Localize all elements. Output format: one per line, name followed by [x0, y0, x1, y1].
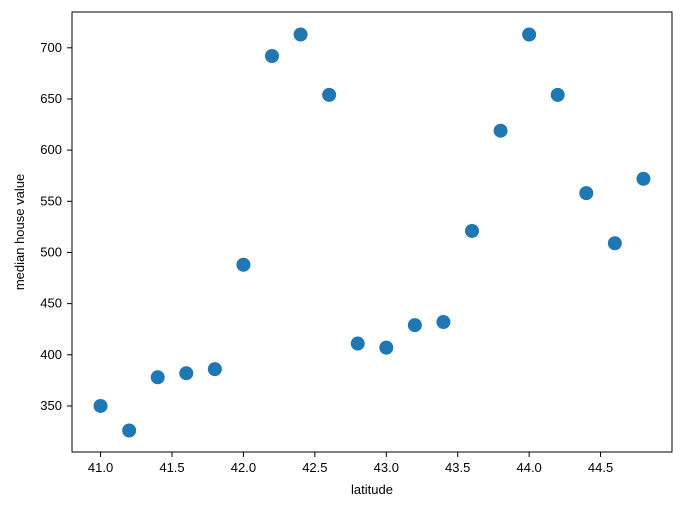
data-point	[379, 341, 393, 355]
chart-svg: 41.0 41.5 42.0 42.5 43.0 43.5 44.0 44.5 350 400 45…	[0, 0, 686, 508]
y-tick-label: 700	[40, 40, 62, 55]
data-point	[236, 258, 250, 272]
data-point	[579, 186, 593, 200]
x-tick-label: 44.5	[588, 460, 613, 475]
x-tick-label: 43.5	[445, 460, 470, 475]
y-tick-label: 400	[40, 347, 62, 362]
y-tick-label: 450	[40, 296, 62, 311]
y-tick-label: 550	[40, 193, 62, 208]
y-tick-label: 500	[40, 244, 62, 259]
y-tick-label: 650	[40, 91, 62, 106]
data-point	[94, 399, 108, 413]
y-tick-label: 600	[40, 142, 62, 157]
data-point	[522, 28, 536, 42]
data-point	[608, 236, 622, 250]
x-tick-label: 41.0	[88, 460, 113, 475]
data-point	[322, 88, 336, 102]
plot-border	[72, 12, 672, 452]
y-axis-label: median house value	[12, 174, 27, 290]
data-point	[351, 337, 365, 351]
data-point	[551, 88, 565, 102]
data-point	[265, 49, 279, 63]
x-tick-label: 44.0	[516, 460, 541, 475]
data-point	[436, 315, 450, 329]
x-axis-label: latitude	[351, 482, 393, 497]
data-point	[294, 28, 308, 42]
data-point	[465, 224, 479, 238]
data-point	[208, 362, 222, 376]
x-tick-label: 43.0	[374, 460, 399, 475]
x-tick-label: 42.5	[302, 460, 327, 475]
data-point	[636, 172, 650, 186]
data-point	[122, 424, 136, 438]
x-tick-label: 42.0	[231, 460, 256, 475]
x-tick-label: 41.5	[159, 460, 184, 475]
data-point	[494, 124, 508, 138]
data-point	[151, 370, 165, 384]
y-tick-label: 350	[40, 398, 62, 413]
data-point	[408, 318, 422, 332]
scatter-chart: 41.0 41.5 42.0 42.5 43.0 43.5 44.0 44.5 350 400 45…	[0, 0, 686, 508]
data-point	[179, 366, 193, 380]
